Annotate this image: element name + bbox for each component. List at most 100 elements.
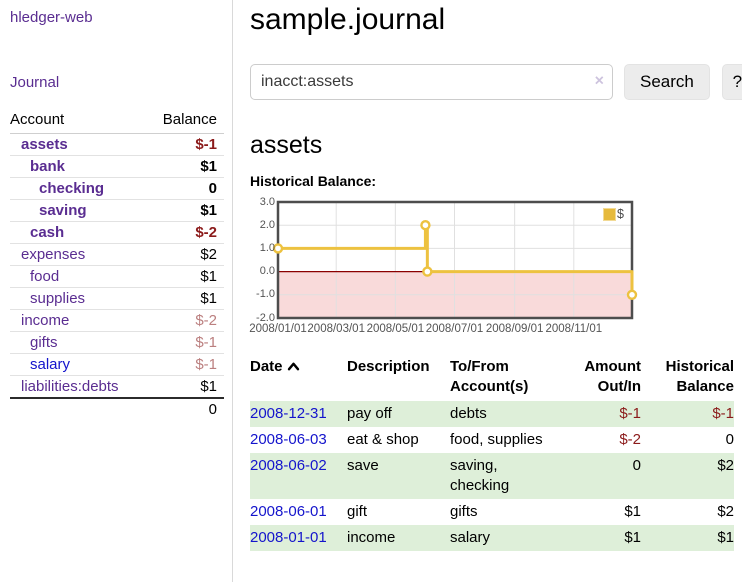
transaction-balance: $2 — [717, 503, 734, 520]
transaction-accounts: saving, checking — [450, 457, 510, 494]
register-col-accounts: To/From Account(s) — [450, 358, 529, 395]
account-balance: $1 — [146, 287, 224, 310]
sort-ascending-icon — [287, 358, 300, 378]
account-row: liabilities:debts $1 — [10, 375, 224, 398]
sidebar-account-link[interactable]: bank — [30, 158, 66, 175]
account-row: supplies $1 — [10, 287, 224, 310]
register-row: 2008-01-01 income salary $1 $1 — [250, 525, 734, 551]
account-row: cash $-2 — [10, 221, 224, 244]
y-axis-tick: 0.0 — [259, 265, 275, 278]
register-table-body: 2008-12-31 pay off debts $-1 $-1 2008-06-03 ea… — [250, 401, 734, 551]
transaction-balance: $-1 — [712, 405, 734, 422]
account-balance: 0 — [146, 177, 224, 200]
transaction-description: eat & shop — [347, 431, 419, 448]
account-row: income $-2 — [10, 309, 224, 332]
account-balance: $2 — [146, 243, 224, 266]
account-balance: $1 — [146, 265, 224, 288]
sidebar-account-link[interactable]: liabilities:debts — [21, 378, 119, 395]
account-row: expenses $2 — [10, 243, 224, 266]
account-row: gifts $-1 — [10, 331, 224, 354]
transaction-description: pay off — [347, 405, 392, 422]
register-table: Date Description To/From Account(s) Amou… — [250, 355, 734, 551]
account-balance: $-1 — [146, 331, 224, 354]
register-row: 2008-12-31 pay off debts $-1 $-1 — [250, 401, 734, 427]
sidebar-account-link[interactable]: checking — [39, 180, 105, 197]
account-balance: $-2 — [146, 221, 224, 244]
page-title: sample.journal — [250, 3, 446, 36]
transaction-balance: $1 — [717, 529, 734, 546]
transaction-amount: $1 — [624, 529, 641, 546]
y-axis-tick: 2.0 — [259, 218, 275, 231]
transaction-amount: 0 — [632, 457, 641, 474]
register-row: 2008-06-02 save saving, checking 0 $2 — [250, 453, 734, 499]
account-balance: $1 — [146, 375, 224, 398]
register-col-description: Description — [347, 358, 430, 375]
accounts-table-body: assets $-1 bank $1 checking 0 saving $1 cash $-2 e… — [10, 134, 224, 420]
legend-swatch — [603, 207, 616, 221]
x-axis-tick: 2008/01/01 — [249, 323, 307, 335]
account-balance: $-1 — [195, 136, 217, 153]
brand-link[interactable]: hledger-web — [10, 9, 93, 26]
account-balance: $1 — [146, 199, 224, 222]
register-row: 2008-06-01 gift gifts $1 $2 — [250, 499, 734, 525]
sidebar-account-link[interactable]: saving — [39, 202, 87, 219]
transaction-accounts: salary — [450, 529, 491, 546]
y-axis-tick: 1.0 — [259, 241, 275, 254]
transaction-date-link[interactable]: 2008-06-03 — [250, 431, 327, 448]
help-button[interactable]: ? — [721, 64, 742, 100]
y-axis-tick: 3.0 — [259, 195, 275, 208]
sidebar-account-link[interactable]: income — [21, 312, 70, 329]
transaction-date-link[interactable]: 2008-06-02 — [250, 457, 327, 474]
x-axis-tick: 2008/11/01 — [545, 323, 603, 335]
search-button[interactable]: Search — [624, 64, 710, 100]
x-axis-tick: 2008/03/01 — [307, 323, 365, 335]
chart-title: Historical Balance: — [250, 173, 377, 189]
transaction-accounts: food, supplies — [450, 431, 543, 448]
sidebar-account-link[interactable]: food — [30, 268, 60, 285]
y-axis-tick: -2.0 — [256, 311, 275, 324]
account-heading: assets — [250, 131, 323, 159]
account-balance: $-1 — [146, 353, 224, 376]
accounts-total-value: 0 — [146, 397, 224, 420]
x-axis-tick: 2008/07/01 — [425, 323, 484, 335]
sidebar-account-link[interactable]: expenses — [21, 246, 86, 263]
sidebar: hledger-web Journal Account Balance asse… — [0, 0, 233, 582]
transaction-date-link[interactable]: 2008-12-31 — [250, 405, 327, 422]
sidebar-account-link[interactable]: supplies — [30, 290, 86, 307]
chart-canvas — [272, 200, 638, 320]
transaction-date-link[interactable]: 2008-06-01 — [250, 503, 327, 520]
account-balance: $1 — [146, 155, 224, 178]
account-balance: $-2 — [146, 309, 224, 332]
y-axis-tick: -1.0 — [256, 288, 275, 301]
x-axis-tick: 2008/05/01 — [366, 323, 425, 335]
register-row: 2008-06-03 eat & shop food, supplies $-2 0 — [250, 427, 734, 453]
account-row: salary $-1 — [10, 353, 224, 376]
transaction-description: gift — [347, 503, 368, 520]
sidebar-account-link[interactable]: salary — [30, 356, 71, 373]
transaction-description: save — [347, 457, 379, 474]
account-row: saving $1 — [10, 199, 224, 222]
register-col-amount: Amount Out/In — [584, 358, 641, 395]
balance-chart: 3.0 2.0 1.0 0.0 -1.0 -2.0 2008/01/01 2008/03/01… — [249, 194, 650, 340]
transaction-date-link[interactable]: 2008-01-01 — [250, 529, 327, 546]
transaction-balance: $2 — [717, 457, 734, 474]
accounts-col-account: Account — [10, 108, 147, 134]
sidebar-item-journal[interactable]: Journal — [10, 74, 60, 91]
chart-legend: $ — [603, 207, 624, 221]
sidebar-account-link[interactable]: assets — [21, 136, 68, 153]
transaction-description: income — [347, 529, 396, 546]
accounts-table: Account Balance assets $-1 bank $1 checking 0… — [10, 108, 224, 420]
search-input[interactable] — [250, 64, 613, 100]
accounts-col-balance: Balance — [146, 108, 224, 134]
sidebar-account-link[interactable]: gifts — [30, 334, 58, 351]
account-row: food $1 — [10, 265, 224, 288]
sidebar-account-link[interactable]: cash — [30, 224, 65, 241]
legend-label: $ — [617, 207, 624, 221]
clear-search-icon[interactable]: × — [594, 72, 604, 90]
transaction-accounts: debts — [450, 405, 487, 422]
account-row: bank $1 — [10, 155, 224, 178]
transaction-amount: $-1 — [619, 405, 641, 422]
register-col-date[interactable]: Date — [250, 355, 347, 401]
transaction-accounts: gifts — [450, 503, 478, 520]
